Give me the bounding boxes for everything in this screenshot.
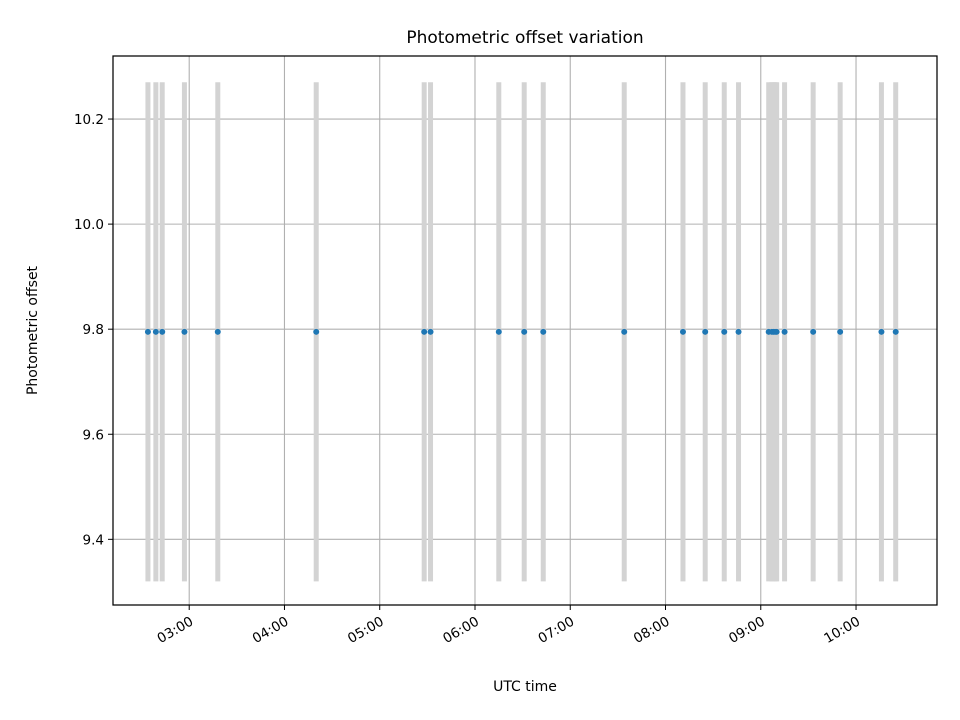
y-axis-ticks: 9.4 9.6 9.8 10.0 10.2 — [74, 112, 113, 548]
data-points — [144, 328, 899, 335]
data-point — [427, 328, 434, 335]
data-point — [878, 328, 885, 335]
data-point — [781, 328, 788, 335]
data-point — [721, 328, 728, 335]
data-point — [837, 328, 844, 335]
data-point — [679, 328, 686, 335]
data-point — [521, 328, 528, 335]
y-tick-label: 10.2 — [74, 112, 104, 128]
data-point — [144, 328, 151, 335]
y-axis-title: Photometric offset — [25, 265, 41, 395]
plot-frame — [112, 55, 938, 606]
data-point — [702, 328, 709, 335]
x-axis-title: UTC time — [493, 679, 557, 695]
y-tick-label: 9.6 — [83, 427, 104, 443]
y-tick-label: 9.8 — [83, 322, 104, 338]
y-tick-label: 10.0 — [74, 217, 104, 233]
data-point — [735, 328, 742, 335]
data-point — [152, 328, 159, 335]
data-point — [159, 328, 166, 335]
data-point — [621, 328, 628, 335]
data-point — [214, 328, 221, 335]
data-point — [773, 328, 780, 335]
data-point — [313, 328, 320, 335]
data-point — [540, 328, 547, 335]
data-point — [495, 328, 502, 335]
chart-title: Photometric offset variation — [406, 28, 643, 48]
data-point — [421, 328, 428, 335]
data-point — [810, 328, 817, 335]
data-point — [181, 328, 188, 335]
y-tick-label: 9.4 — [83, 532, 104, 548]
data-point — [892, 328, 899, 335]
